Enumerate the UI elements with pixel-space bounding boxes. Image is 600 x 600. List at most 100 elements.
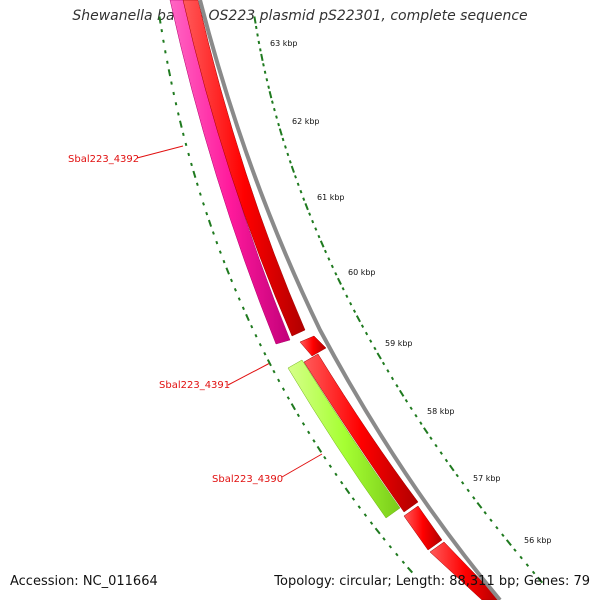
outer-tick [259,48,262,52]
inner-tick [170,81,173,85]
inner-tick [211,231,215,235]
inner-tick [166,60,169,64]
outer-tick [302,197,306,201]
outer-tick [404,398,409,403]
cds-forward-1[interactable] [182,0,306,337]
inner-tick [316,445,323,453]
outer-tick [483,511,487,515]
kbp-label-60: 60 kbp [348,268,376,277]
inner-tick [160,29,163,33]
outer-tick [513,548,517,552]
outer-tick [360,324,365,328]
cds-sbal223-4390[interactable] [287,359,401,519]
outer-tick [505,539,512,547]
inner-tick [382,537,386,541]
outer-tick [330,264,334,269]
outer-tick [262,63,265,67]
inner-tick [182,132,185,137]
gene-label-sbal223-4390[interactable]: Sbal223_4390 [212,474,283,485]
inner-tick [162,39,165,43]
outer-tick [364,331,369,336]
inner-tick [351,497,356,501]
kbp-label-61: 61 kbp [317,193,345,202]
outer-tick [327,257,331,261]
inner-tick [277,378,281,383]
outer-tick [466,488,470,493]
outer-tick [314,227,318,231]
cds-forward-2[interactable] [303,353,419,513]
outer-tick [308,212,312,216]
inner-tick [250,324,254,329]
inner-tick [272,369,276,374]
inner-tick [301,422,306,426]
outer-tick [286,152,290,157]
outer-tick [267,85,270,89]
outer-tick [423,427,429,435]
inner-tick [167,69,172,77]
outer-tick [253,16,257,24]
inner-tick [174,102,178,106]
outer-tick [373,346,377,351]
outer-tick [448,464,455,472]
outer-tick [319,240,325,248]
outer-tick [256,33,259,37]
outer-tick [531,570,536,575]
outer-tick [444,458,449,463]
inner-tick [281,387,286,391]
outer-tick [525,563,530,567]
cds-forward-3[interactable] [429,541,501,600]
outer-tick [273,107,276,112]
cds-forward-arrow-2[interactable] [403,505,443,551]
cds-forward-arrow[interactable] [299,335,327,357]
outer-tick [395,384,399,388]
outer-tick [352,309,357,313]
outer-tick [288,160,292,164]
outer-tick [265,78,269,82]
inner-tick [237,297,241,301]
inner-tick [266,359,272,367]
summary-text: Topology: circular; Length: 88,311 bp; G… [274,574,590,589]
inner-tick [222,259,226,264]
outer-tick [476,501,483,509]
inner-tick [215,240,219,245]
kbp-label-58: 58 kbp [427,407,455,416]
inner-tick [195,182,199,186]
outer-tick [398,389,405,397]
outer-tick [455,473,459,478]
outer-tick [263,70,267,74]
outer-tick [304,203,309,211]
inner-tick [344,487,351,495]
outer-tick [409,406,413,411]
outer-tick [271,100,274,104]
inner-tick [254,333,258,338]
outer-tick [317,234,321,239]
inner-tick [328,464,333,468]
outer-tick [323,249,328,254]
kbp-label-57: 57 kbp [473,474,501,483]
outer-tick [277,122,280,127]
outer-tick [311,219,315,224]
inner-tick [218,250,222,254]
outer-tick [275,115,278,119]
inner-tick [158,16,162,24]
inner-tick [225,267,230,275]
outer-tick [429,436,433,440]
kbp-label-56: 56 kbp [524,536,552,545]
inner-tick [190,162,193,167]
kbp-label-62: 62 kbp [292,117,320,126]
outer-tick [376,352,382,360]
gene-label-sbal223-4392[interactable]: Sbal223_4392 [68,154,139,165]
outer-tick [519,555,523,560]
inner-tick [290,403,296,411]
inner-tick [184,142,188,147]
inner-tick [357,505,362,509]
outer-tick [296,182,300,187]
outer-tick [278,128,283,136]
gene-label-sbal223-4391[interactable]: Sbal223_4391 [159,380,230,391]
inner-tick [395,552,399,557]
inner-tick [241,306,245,311]
outer-tick [299,189,303,194]
outer-tick [355,315,361,323]
inner-tick [229,278,234,283]
